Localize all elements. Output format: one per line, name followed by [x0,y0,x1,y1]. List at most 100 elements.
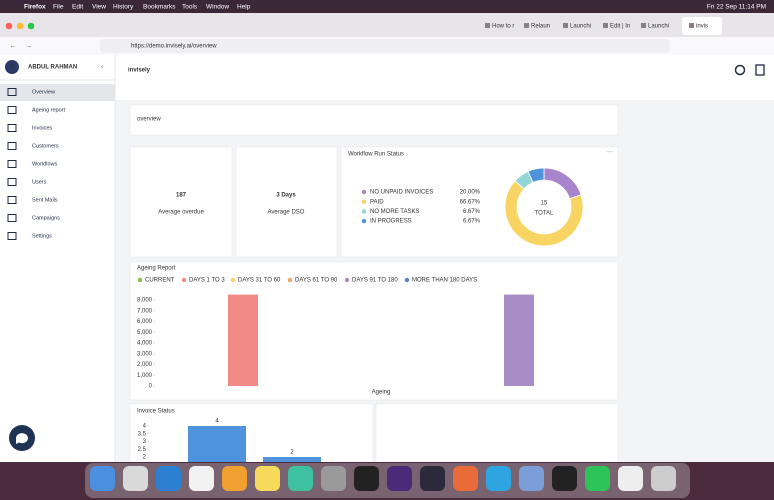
dock-icon[interactable] [519,466,544,491]
legend-label: DAYS 31 TO 60 [238,278,281,284]
collapse-icon[interactable]: ‹ [101,65,103,71]
stat-label: Average DSO [268,210,305,216]
legend-label: DAYS 91 TO 180 [352,278,398,284]
user-name: ABDUL RAHMAN [28,65,77,71]
y-tick-label: 3.5 [138,431,147,437]
nav-item[interactable]: Customers [32,143,59,149]
url[interactable]: https://demo.invisely.ai/overview [131,44,217,50]
legend-dot [137,277,143,283]
tab-title[interactable]: invis [696,24,708,30]
y-tick-label: 3 [143,439,147,445]
nav-item[interactable]: Sent Mails [32,197,58,203]
legend-dot [361,218,367,224]
dock-icon[interactable] [123,466,148,491]
tab-title[interactable]: Launchi [570,24,591,30]
dock-icon[interactable] [354,466,379,491]
menu-item[interactable]: Tools [182,4,198,11]
nav-icon [7,106,17,114]
back-icon[interactable]: ← [10,44,16,50]
menu-item[interactable]: Help [237,4,251,11]
legend-label: MORE THAN 180 DAYS [412,278,477,284]
nav-item[interactable]: Settings [32,233,52,239]
nav-icon [7,214,17,222]
title-card [129,104,619,136]
tab-icon [524,23,529,28]
legend-value: 66.67% [460,199,481,205]
y-tick-label: 5,000 [137,330,153,336]
nav-item[interactable]: Invoices [32,125,52,131]
logo[interactable]: invisely [128,68,151,74]
legend-value: 20.00% [460,190,481,196]
legend-dot [230,277,236,283]
dock-icon[interactable] [618,466,643,491]
dock-icon[interactable] [420,466,445,491]
legend-dot [287,277,293,283]
dock-icon[interactable] [486,466,511,491]
y-tick-label: 2,000 [137,362,153,368]
menu-item[interactable]: History [113,4,134,11]
nav-icon [7,196,17,204]
menu-item[interactable]: File [53,4,64,11]
dock-icon[interactable] [453,466,478,491]
menu-item[interactable]: Window [206,4,229,11]
nav-item[interactable]: Overview [32,89,55,95]
y-tick-label: 2.5 [138,447,147,453]
tab-title[interactable]: Launchi [648,24,669,30]
legend-label: DAYS 1 TO 3 [189,278,225,284]
dock-icon[interactable] [255,466,280,491]
logout-icon[interactable] [755,64,765,76]
tab-title[interactable]: Edit | In [610,24,630,30]
donut-center-label: TOTAL [535,211,554,217]
legend-dot [181,277,187,283]
menu-item[interactable]: Bookmarks [143,4,176,11]
tab-icon [485,23,490,28]
dock-icon[interactable] [189,466,214,491]
dock-icon[interactable] [585,466,610,491]
nav-item[interactable]: Ageing report [32,107,65,113]
menu-bar [0,0,774,13]
tab-title[interactable]: How to r [492,24,514,30]
tab-icon [603,23,608,28]
tab-title[interactable]: Relaun [531,24,550,30]
value-label: 2 [290,450,294,456]
stat-card [235,146,338,258]
dock-icon[interactable] [321,466,346,491]
active-tab[interactable] [682,17,722,35]
y-tick-label: 7,000 [137,308,153,314]
avatar[interactable] [5,60,19,74]
nav-icon [7,88,17,96]
nav-icon [7,232,17,240]
donut-slice [527,167,545,183]
dock-icon[interactable] [288,466,313,491]
url-field[interactable] [100,39,670,53]
zoom-button[interactable] [27,22,35,30]
legend-value: 6.67% [463,209,481,215]
dock-icon[interactable] [156,466,181,491]
minimize-button[interactable] [16,22,24,30]
forward-icon[interactable]: → [26,44,32,50]
menu-item[interactable]: View [92,4,106,11]
menu-item[interactable]: Edit [72,4,83,11]
bar [188,426,246,462]
dock-icon[interactable] [651,466,676,491]
value-label: 4 [215,419,219,425]
legend-value: 6.67% [463,219,481,225]
nav-icon [7,142,17,150]
nav-item[interactable]: Users [32,179,47,185]
nav-item[interactable]: Campaigns [32,215,60,221]
dock-icon[interactable] [552,466,577,491]
more-icon[interactable]: ··· [607,150,613,156]
close-button[interactable] [5,22,13,30]
nav-item[interactable]: Workflows [32,161,58,167]
legend-label: IN PROGRESS [370,219,412,225]
profile-icon[interactable] [734,64,746,76]
stat-value: 3 Days [276,193,296,199]
dock-icon[interactable] [90,466,115,491]
dock-icon[interactable] [222,466,247,491]
dock-icon[interactable] [387,466,412,491]
legend-label: DAYS 61 TO 90 [295,278,338,284]
avatar-initial: A [10,65,14,71]
app-name[interactable]: Firefox [24,4,46,11]
